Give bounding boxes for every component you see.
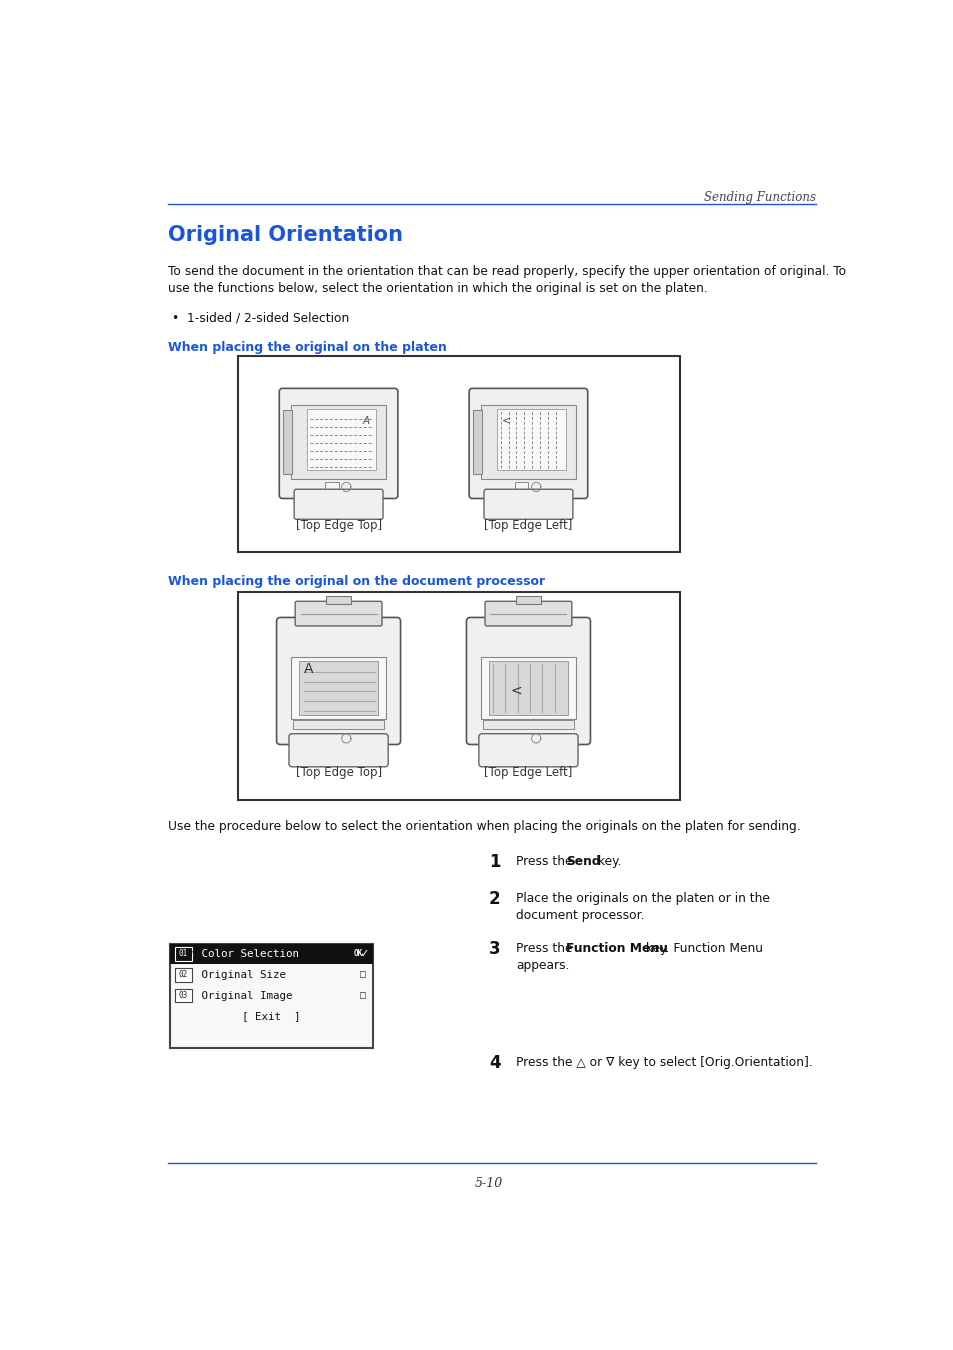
Text: When placing the original on the document processor: When placing the original on the documen… — [168, 575, 544, 589]
Bar — [291, 405, 386, 479]
Text: Original Orientation: Original Orientation — [168, 225, 403, 246]
Text: Press the: Press the — [516, 855, 576, 868]
FancyBboxPatch shape — [279, 389, 397, 498]
Text: key. Function Menu: key. Function Menu — [641, 942, 761, 954]
Text: [Top Edge Top]: [Top Edge Top] — [295, 765, 381, 779]
Text: use the functions below, select the orientation in which the original is set on : use the functions below, select the orie… — [168, 282, 707, 296]
Bar — [516, 595, 540, 603]
FancyBboxPatch shape — [483, 489, 573, 520]
Text: 01: 01 — [179, 949, 188, 958]
Text: A: A — [362, 416, 370, 425]
Text: Original Size: Original Size — [195, 969, 286, 980]
Text: 03: 03 — [179, 991, 188, 1000]
FancyBboxPatch shape — [469, 389, 587, 498]
Bar — [482, 720, 573, 729]
Bar — [323, 734, 336, 743]
Bar — [174, 946, 192, 961]
Text: 1: 1 — [488, 853, 500, 871]
Text: Original Image: Original Image — [195, 991, 293, 1000]
FancyBboxPatch shape — [484, 601, 571, 626]
FancyBboxPatch shape — [294, 601, 381, 626]
Bar — [237, 356, 679, 552]
Text: 3: 3 — [488, 940, 500, 957]
Text: 5-10: 5-10 — [475, 1177, 502, 1189]
Bar — [480, 405, 576, 479]
Text: •  1-sided / 2-sided Selection: • 1-sided / 2-sided Selection — [172, 312, 349, 324]
Bar — [170, 944, 373, 1048]
Bar — [514, 482, 528, 491]
Bar — [473, 410, 481, 474]
Text: document processor.: document processor. — [516, 909, 644, 922]
Text: Press the: Press the — [516, 942, 576, 954]
Bar — [283, 410, 292, 474]
Text: ↕: ↕ — [359, 949, 366, 958]
Text: 2: 2 — [488, 890, 500, 907]
Text: <: < — [511, 684, 522, 698]
Text: Place the originals on the platen or in the: Place the originals on the platen or in … — [516, 892, 769, 904]
Text: Sending Functions: Sending Functions — [703, 192, 815, 204]
Text: appears.: appears. — [516, 958, 569, 972]
Bar — [513, 734, 526, 743]
Text: Press the △ or ∇ key to select [Orig.Orientation].: Press the △ or ∇ key to select [Orig.Ori… — [516, 1056, 812, 1069]
Bar — [174, 988, 192, 1003]
FancyBboxPatch shape — [478, 734, 578, 767]
Text: 02: 02 — [179, 971, 188, 979]
Text: To send the document in the orientation that can be read properly, specify the u: To send the document in the orientation … — [168, 265, 845, 278]
Text: When placing the original on the platen: When placing the original on the platen — [168, 340, 447, 354]
Text: key.: key. — [594, 855, 621, 868]
Text: [Top Edge Left]: [Top Edge Left] — [484, 520, 572, 532]
Text: Function Menu:: Function Menu: — [176, 949, 268, 958]
Text: Use the procedure below to select the orientation when placing the originals on : Use the procedure below to select the or… — [168, 821, 800, 833]
Bar — [324, 482, 338, 491]
Text: [Top Edge Top]: [Top Edge Top] — [295, 520, 381, 532]
Bar — [307, 409, 375, 470]
Bar — [291, 657, 386, 720]
Text: [Top Edge Left]: [Top Edge Left] — [484, 765, 572, 779]
Bar — [480, 657, 576, 720]
Text: Send: Send — [565, 855, 599, 868]
FancyBboxPatch shape — [289, 734, 388, 767]
Text: 4: 4 — [488, 1053, 500, 1072]
Text: □: □ — [360, 969, 366, 980]
Bar — [326, 595, 351, 603]
Bar — [299, 662, 377, 716]
Text: Color Selection: Color Selection — [195, 949, 299, 958]
Text: [ Exit  ]: [ Exit ] — [242, 1011, 300, 1022]
Bar — [348, 946, 369, 961]
Bar — [174, 968, 192, 981]
Text: □: □ — [360, 991, 366, 1000]
Text: A: A — [304, 662, 314, 675]
Text: OK: OK — [354, 949, 363, 958]
Bar — [497, 409, 565, 470]
Bar — [237, 593, 679, 801]
Bar — [170, 944, 373, 964]
FancyBboxPatch shape — [466, 617, 590, 744]
Bar — [489, 662, 567, 716]
Text: <: < — [501, 416, 510, 425]
Text: ✓: ✓ — [359, 948, 367, 960]
FancyBboxPatch shape — [294, 489, 383, 520]
Text: Function Menu: Function Menu — [565, 942, 667, 954]
FancyBboxPatch shape — [276, 617, 400, 744]
Bar — [293, 720, 383, 729]
